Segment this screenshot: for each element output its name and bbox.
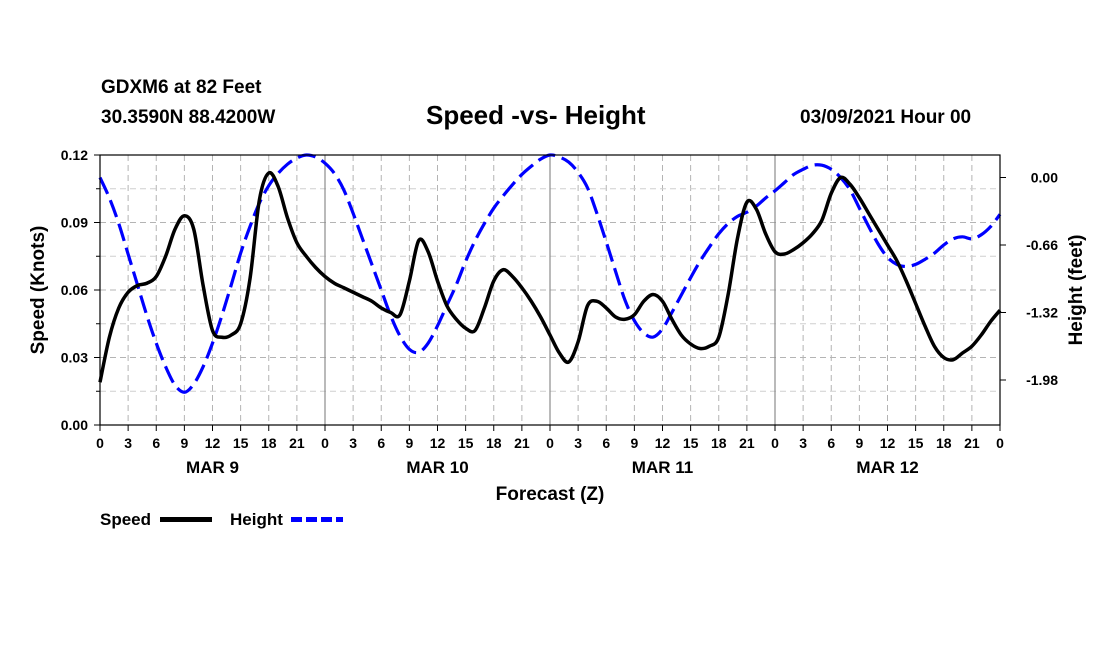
tick-labels: 0 3 6 9 12 15 18 21 0 3 6 9 12 15 18 21 0 3 6 9 12 15 18 21 0 3 6 9…: [61, 147, 1058, 477]
x-tick-label: 18: [261, 435, 277, 451]
y-left-tick-label: 0.03: [61, 350, 88, 366]
x-tick-label: 18: [486, 435, 502, 451]
x-tick-label: 18: [936, 435, 952, 451]
x-day-label: MAR 11: [632, 458, 693, 477]
x-tick-label: 18: [711, 435, 727, 451]
y-right-tick-label: -0.66: [1026, 237, 1058, 253]
y-right-tick-label: -1.32: [1026, 305, 1058, 321]
x-tick-label: 9: [855, 435, 863, 451]
x-tick-label: 21: [514, 435, 530, 451]
y-left-tick-label: 0.00: [61, 417, 88, 433]
y-right-tick-label: 0.00: [1031, 170, 1058, 186]
x-tick-label: 12: [205, 435, 221, 451]
y-left-tick-label: 0.09: [61, 215, 88, 231]
x-tick-label: 21: [964, 435, 980, 451]
x-tick-label: 12: [655, 435, 671, 451]
legend-height-label: Height: [230, 510, 283, 529]
x-tick-label: 6: [152, 435, 160, 451]
location-label: 30.3590N 88.4200W: [101, 107, 276, 128]
axis-ticks: [94, 154, 1006, 431]
x-tick-label: 21: [289, 435, 305, 451]
date-label: 03/09/2021 Hour 00: [800, 107, 972, 128]
x-tick-label: 15: [683, 435, 699, 451]
x-tick-label: 12: [430, 435, 446, 451]
x-axis-label: Forecast (Z): [496, 484, 605, 505]
x-tick-label: 15: [233, 435, 249, 451]
x-tick-label: 6: [377, 435, 385, 451]
y-left-tick-label: 0.06: [61, 282, 88, 298]
x-tick-label: 15: [458, 435, 474, 451]
x-day-label: MAR 9: [186, 458, 239, 477]
y-right-tick-label: -1.98: [1026, 372, 1058, 388]
x-tick-label: 3: [349, 435, 357, 451]
x-tick-label: 9: [630, 435, 638, 451]
chart-title: Speed -vs- Height: [426, 100, 646, 130]
legend-height-swatch: [291, 517, 343, 522]
x-tick-label: 12: [880, 435, 896, 451]
x-tick-label: 15: [908, 435, 924, 451]
plot-frame: [99, 154, 1001, 426]
y-axis-right-label: Height (feet): [1066, 235, 1087, 346]
x-tick-label: 0: [996, 435, 1004, 451]
x-tick-label: 3: [124, 435, 132, 451]
x-tick-label: 9: [180, 435, 188, 451]
x-tick-label: 3: [799, 435, 807, 451]
x-day-label: MAR 10: [406, 458, 468, 477]
station-label: GDXM6 at 82 Feet: [101, 77, 262, 98]
x-tick-label: 0: [771, 435, 779, 451]
x-tick-label: 0: [96, 435, 104, 451]
x-tick-label: 9: [405, 435, 413, 451]
y-axis-left-label: Speed (Knots): [28, 226, 49, 355]
legend-speed-swatch: [160, 517, 212, 522]
x-day-label: MAR 12: [856, 458, 918, 477]
y-left-tick-label: 0.12: [61, 147, 88, 163]
x-tick-label: 3: [574, 435, 582, 451]
x-tick-label: 6: [602, 435, 610, 451]
series-line-speed: [98, 170, 1002, 383]
legend-speed-label: Speed: [100, 510, 152, 529]
grid-lines: [100, 155, 1000, 425]
x-tick-label: 6: [827, 435, 835, 451]
x-tick-label: 21: [739, 435, 755, 451]
x-tick-label: 0: [321, 435, 329, 451]
day-dividers: [324, 155, 776, 425]
x-tick-label: 0: [546, 435, 554, 451]
